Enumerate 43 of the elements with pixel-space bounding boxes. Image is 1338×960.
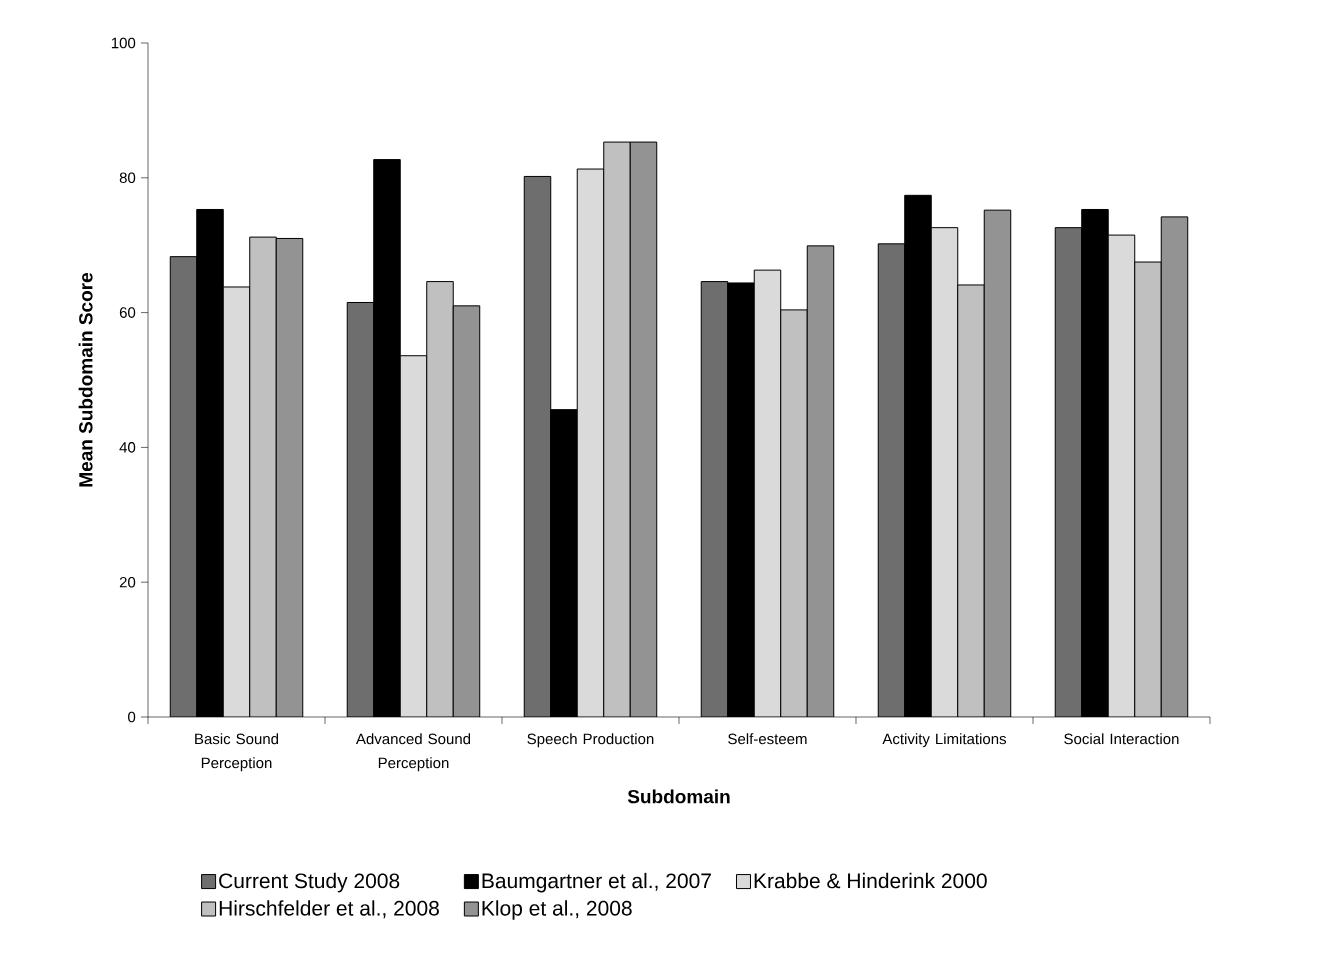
- bar: [629, 141, 658, 717]
- y-tick-label: 20: [119, 576, 136, 588]
- x-tick-label: Self-esteem: [728, 733, 807, 745]
- x-tick-label: Speech Production: [527, 733, 654, 748]
- legend-label: Hirschfelder et al., 2008: [219, 900, 439, 919]
- bar: [576, 168, 605, 717]
- legend-label: Krabbe & Hinderink 2000: [754, 872, 987, 889]
- bar: [1054, 227, 1083, 717]
- bar: [426, 281, 454, 717]
- x-axis-title: Subdomain: [627, 789, 730, 804]
- bar: [169, 256, 198, 717]
- bar: [1160, 216, 1189, 717]
- y-axis-title: Mean Subdomain Score: [78, 272, 93, 487]
- y-tick-label: 60: [119, 307, 136, 318]
- x-tick-label: Activity Limitations: [882, 733, 1007, 748]
- bar: [222, 286, 251, 717]
- bar: [753, 269, 782, 717]
- bar: [877, 243, 906, 717]
- y-tick-label: 0: [128, 711, 136, 723]
- y-tick-label: 80: [119, 172, 136, 184]
- bar: [806, 245, 835, 717]
- bar: [700, 281, 729, 717]
- bar: [275, 237, 304, 717]
- bar: [399, 355, 428, 717]
- bar: [523, 175, 552, 717]
- bar: [957, 284, 985, 717]
- y-tick-label: 40: [119, 442, 136, 453]
- x-tick-label: Advanced Sound Perception: [355, 733, 471, 772]
- bar: [249, 236, 277, 717]
- bar: [603, 141, 631, 717]
- bar: [1134, 261, 1162, 717]
- x-tick-label: Social Interaction: [1064, 733, 1179, 745]
- bar: [1107, 234, 1136, 717]
- legend-label: Klop et al., 2008: [482, 900, 632, 920]
- bar: [930, 227, 959, 717]
- x-tick-label: Basic Sound Perception: [195, 733, 279, 772]
- bar: [346, 301, 375, 717]
- bar: [983, 209, 1012, 717]
- y-tick-label: 100: [111, 37, 136, 49]
- bar: [452, 305, 481, 717]
- legend-label: Baumgartner et al., 2007: [482, 872, 711, 893]
- bar: [780, 309, 808, 717]
- legend-label: Current Study 2008: [219, 872, 400, 893]
